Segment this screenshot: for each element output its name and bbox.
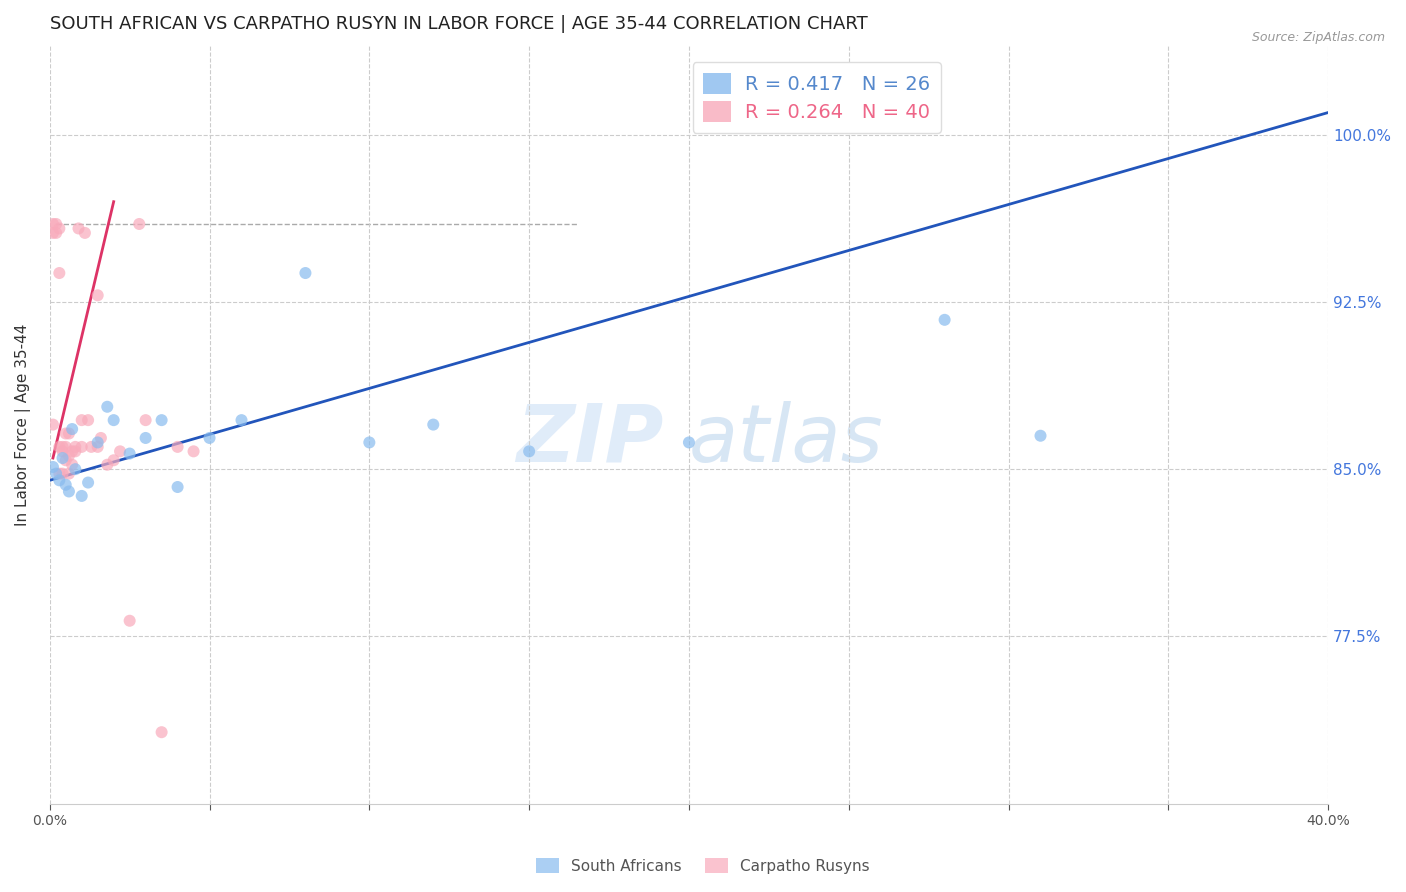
- Point: [67, 221, 90, 235]
- Point: [150, 725, 173, 739]
- Point: [166, 480, 188, 494]
- Legend: R = 0.417   N = 26, R = 0.264   N = 40: R = 0.417 N = 26, R = 0.264 N = 40: [693, 62, 941, 133]
- Point: [55, 477, 77, 491]
- Point: [55, 453, 77, 467]
- Point: [1029, 428, 1052, 442]
- Point: [58, 426, 80, 441]
- Point: [934, 313, 956, 327]
- Point: [58, 449, 80, 463]
- Point: [45, 217, 67, 231]
- Point: [77, 475, 100, 490]
- Point: [42, 226, 65, 240]
- Point: [73, 226, 96, 240]
- Point: [48, 440, 70, 454]
- Point: [103, 413, 125, 427]
- Point: [55, 440, 77, 454]
- Point: [86, 288, 108, 302]
- Point: [128, 217, 150, 231]
- Point: [45, 226, 67, 240]
- Point: [517, 444, 540, 458]
- Point: [48, 467, 70, 481]
- Point: [51, 450, 73, 465]
- Point: [42, 417, 65, 432]
- Point: [65, 444, 87, 458]
- Point: [166, 440, 188, 454]
- Point: [103, 453, 125, 467]
- Point: [65, 462, 87, 476]
- Point: [118, 614, 141, 628]
- Point: [48, 266, 70, 280]
- Point: [86, 440, 108, 454]
- Point: [51, 444, 73, 458]
- Point: [45, 467, 67, 481]
- Point: [80, 440, 103, 454]
- Point: [294, 266, 316, 280]
- Legend: South Africans, Carpatho Rusyns: South Africans, Carpatho Rusyns: [530, 852, 876, 880]
- Point: [77, 413, 100, 427]
- Point: [42, 459, 65, 474]
- Point: [422, 417, 444, 432]
- Point: [96, 400, 118, 414]
- Point: [55, 426, 77, 441]
- Point: [42, 217, 65, 231]
- Text: ZIP: ZIP: [516, 401, 664, 479]
- Text: SOUTH AFRICAN VS CARPATHO RUSYN IN LABOR FORCE | AGE 35-44 CORRELATION CHART: SOUTH AFRICAN VS CARPATHO RUSYN IN LABOR…: [49, 15, 868, 33]
- Point: [150, 413, 173, 427]
- Point: [51, 467, 73, 481]
- Y-axis label: In Labor Force | Age 35-44: In Labor Force | Age 35-44: [15, 324, 31, 525]
- Point: [96, 458, 118, 472]
- Point: [678, 435, 700, 450]
- Point: [60, 444, 83, 458]
- Text: atlas: atlas: [689, 401, 884, 479]
- Point: [51, 440, 73, 454]
- Point: [183, 444, 205, 458]
- Point: [90, 431, 112, 445]
- Point: [70, 413, 93, 427]
- Point: [70, 489, 93, 503]
- Point: [359, 435, 381, 450]
- Point: [108, 444, 131, 458]
- Point: [198, 431, 221, 445]
- Point: [65, 440, 87, 454]
- Point: [118, 446, 141, 460]
- Point: [58, 467, 80, 481]
- Point: [60, 458, 83, 472]
- Point: [135, 413, 157, 427]
- Point: [60, 422, 83, 436]
- Point: [86, 435, 108, 450]
- Text: Source: ZipAtlas.com: Source: ZipAtlas.com: [1251, 31, 1385, 45]
- Point: [231, 413, 253, 427]
- Point: [48, 473, 70, 487]
- Point: [70, 440, 93, 454]
- Point: [58, 484, 80, 499]
- Point: [48, 221, 70, 235]
- Point: [135, 431, 157, 445]
